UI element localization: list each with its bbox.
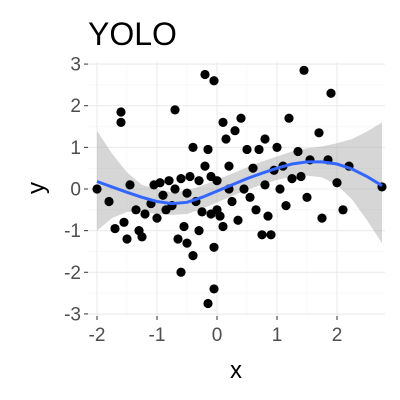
data-point — [188, 251, 198, 261]
data-point — [173, 234, 183, 244]
data-point — [233, 215, 243, 225]
data-point — [212, 176, 222, 186]
data-point — [260, 180, 270, 190]
data-point — [302, 192, 312, 202]
data-point — [230, 126, 240, 136]
x-tick-label: 2 — [332, 325, 343, 346]
data-point — [338, 205, 348, 215]
data-point — [125, 180, 135, 190]
data-point — [170, 184, 180, 194]
data-point — [293, 146, 303, 157]
data-point — [92, 184, 102, 194]
data-point — [176, 267, 186, 277]
data-point — [137, 232, 147, 242]
data-point — [326, 88, 336, 98]
data-point — [104, 196, 114, 207]
x-axis-ticks: -2 -1 0 1 2 — [89, 316, 343, 346]
x-axis-title: x — [230, 357, 242, 384]
y-tick-label: -3 — [64, 304, 81, 325]
smooth-curve — [96, 160, 383, 206]
data-point — [170, 105, 180, 115]
data-point — [179, 221, 189, 232]
y-tick-label: 3 — [70, 55, 81, 76]
data-point — [164, 176, 174, 186]
y-tick-label: -1 — [64, 221, 81, 242]
data-point — [221, 134, 231, 144]
data-point — [209, 76, 219, 86]
data-point — [209, 284, 219, 294]
y-axis-title: y — [23, 182, 50, 194]
data-point — [185, 171, 195, 182]
y-tick-label: 0 — [70, 180, 81, 201]
data-point — [155, 178, 165, 188]
data-point — [266, 230, 276, 240]
data-point — [200, 161, 210, 171]
data-point — [110, 223, 120, 234]
data-point — [200, 69, 210, 80]
y-tick-label: 2 — [70, 96, 81, 117]
data-point — [245, 192, 255, 202]
data-point — [203, 298, 213, 309]
data-point — [251, 205, 261, 215]
data-point — [227, 196, 237, 207]
data-point — [299, 65, 309, 75]
data-point — [188, 142, 198, 152]
data-point — [218, 221, 228, 232]
data-point — [242, 144, 252, 155]
data-point — [194, 226, 204, 236]
data-point — [158, 190, 168, 200]
data-point — [203, 144, 213, 155]
data-point — [239, 184, 249, 194]
data-point — [248, 163, 258, 173]
x-tick-label: -1 — [149, 325, 166, 346]
data-point — [257, 230, 267, 240]
x-tick-label: 0 — [212, 325, 223, 346]
data-point — [224, 161, 234, 171]
data-point — [197, 207, 207, 217]
data-point — [116, 107, 126, 117]
chart-title: YOLO — [88, 16, 177, 52]
data-point — [284, 113, 294, 123]
data-point — [119, 217, 129, 227]
data-point — [287, 173, 297, 184]
data-point — [176, 173, 186, 184]
data-point — [116, 117, 126, 127]
data-point — [122, 234, 132, 244]
data-point — [314, 128, 324, 138]
data-point — [332, 178, 342, 188]
data-point — [152, 213, 162, 223]
data-point — [215, 211, 225, 221]
data-point — [131, 205, 141, 215]
y-axis-ticks: -3 -2 -1 0 1 2 3 — [64, 55, 88, 325]
data-point — [194, 176, 204, 186]
data-point — [236, 113, 246, 123]
x-tick-label: -2 — [89, 325, 106, 346]
data-point — [209, 242, 219, 252]
data-point — [296, 171, 306, 182]
y-tick-label: -2 — [64, 263, 81, 284]
x-tick-label: 1 — [272, 325, 283, 346]
data-point — [272, 142, 282, 152]
data-point — [254, 144, 264, 155]
data-point — [260, 134, 270, 144]
data-point — [317, 213, 327, 223]
data-point — [182, 188, 192, 198]
data-point — [281, 201, 291, 211]
data-point — [218, 117, 228, 127]
data-point — [182, 238, 192, 248]
data-point — [275, 184, 285, 194]
y-tick-label: 1 — [70, 138, 81, 159]
data-point — [140, 209, 150, 219]
data-point — [263, 211, 273, 221]
